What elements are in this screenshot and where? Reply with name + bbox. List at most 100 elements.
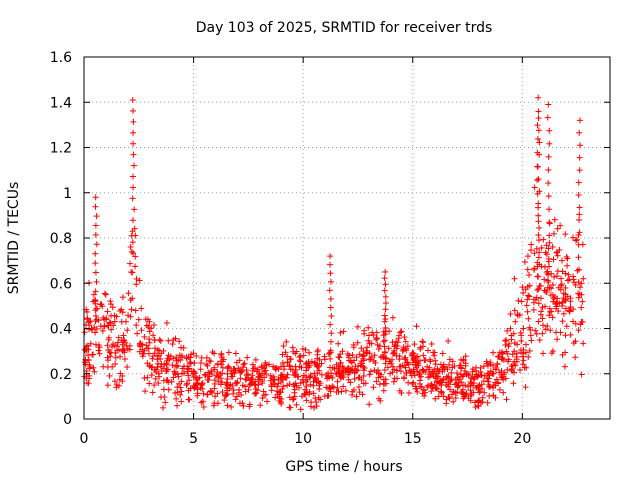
data-point (129, 195, 136, 202)
data-point (339, 363, 346, 370)
data-point (342, 367, 349, 374)
data-point (191, 359, 198, 366)
data-point (382, 324, 389, 331)
data-point (119, 309, 126, 316)
data-point (547, 292, 554, 299)
data-point (235, 389, 242, 396)
data-point (544, 268, 551, 275)
data-point (121, 337, 128, 344)
data-point (547, 327, 554, 334)
data-point (358, 360, 365, 367)
data-point (125, 290, 132, 297)
data-point (281, 363, 288, 370)
data-point (198, 354, 205, 361)
data-point (575, 290, 582, 297)
data-point (326, 384, 333, 391)
data-point (286, 394, 293, 401)
data-point (334, 384, 341, 391)
data-point (548, 285, 555, 292)
data-point (373, 329, 380, 336)
data-point (327, 364, 334, 371)
data-point (119, 294, 126, 301)
data-point (260, 392, 267, 399)
data-point (526, 293, 533, 300)
data-point (141, 333, 148, 340)
data-point (276, 395, 283, 402)
data-point (476, 389, 483, 396)
data-point (360, 363, 367, 370)
data-point (102, 291, 109, 298)
data-point (402, 338, 409, 345)
data-point (570, 273, 577, 280)
data-point (467, 378, 474, 385)
data-point (129, 239, 136, 246)
y-tick-label: 0.6 (50, 276, 72, 292)
data-point (105, 322, 112, 329)
data-point (553, 273, 560, 280)
data-point (376, 370, 383, 377)
data-point (550, 256, 557, 263)
data-point (503, 337, 510, 344)
data-point (311, 370, 318, 377)
data-point (397, 329, 404, 336)
data-point (392, 342, 399, 349)
data-point (535, 273, 542, 280)
data-point (321, 353, 328, 360)
data-point (302, 386, 309, 393)
data-point (284, 353, 291, 360)
data-point (553, 303, 560, 310)
data-point (120, 338, 127, 345)
data-point (111, 318, 118, 325)
data-point (219, 370, 226, 377)
data-point (144, 316, 151, 323)
data-point (130, 107, 137, 114)
data-point (214, 369, 221, 376)
data-point (430, 369, 437, 376)
data-point (570, 306, 577, 313)
data-point (460, 372, 467, 379)
data-point (575, 232, 582, 239)
data-point (314, 355, 321, 362)
data-point (143, 322, 150, 329)
data-point (266, 361, 273, 368)
data-point (575, 192, 582, 199)
data-point (91, 368, 98, 375)
data-point (460, 391, 467, 398)
data-point (577, 321, 584, 328)
data-point (366, 371, 373, 378)
data-point (186, 359, 193, 366)
data-point (519, 361, 526, 368)
data-point (532, 327, 539, 334)
data-point (562, 270, 569, 277)
data-point (277, 399, 284, 406)
data-point (92, 312, 99, 319)
data-point (84, 315, 91, 322)
data-point (165, 337, 172, 344)
data-point (176, 338, 183, 345)
data-point (437, 361, 444, 368)
data-point (328, 313, 335, 320)
data-point (142, 388, 149, 395)
data-point (575, 266, 582, 273)
data-point (545, 101, 552, 108)
data-point (410, 379, 417, 386)
data-point (381, 337, 388, 344)
data-point (279, 385, 286, 392)
data-point (562, 349, 569, 356)
data-point (306, 349, 313, 356)
data-point (535, 200, 542, 207)
data-point (193, 374, 200, 381)
data-point (345, 376, 352, 383)
data-point (283, 338, 290, 345)
data-point (396, 363, 403, 370)
data-point (303, 397, 310, 404)
data-point (520, 289, 527, 296)
data-point (256, 370, 263, 377)
data-point (562, 231, 569, 238)
data-point (477, 364, 484, 371)
data-point (576, 154, 583, 161)
data-point (185, 372, 192, 379)
data-point (352, 363, 359, 370)
data-point (457, 371, 464, 378)
data-point (227, 367, 234, 374)
